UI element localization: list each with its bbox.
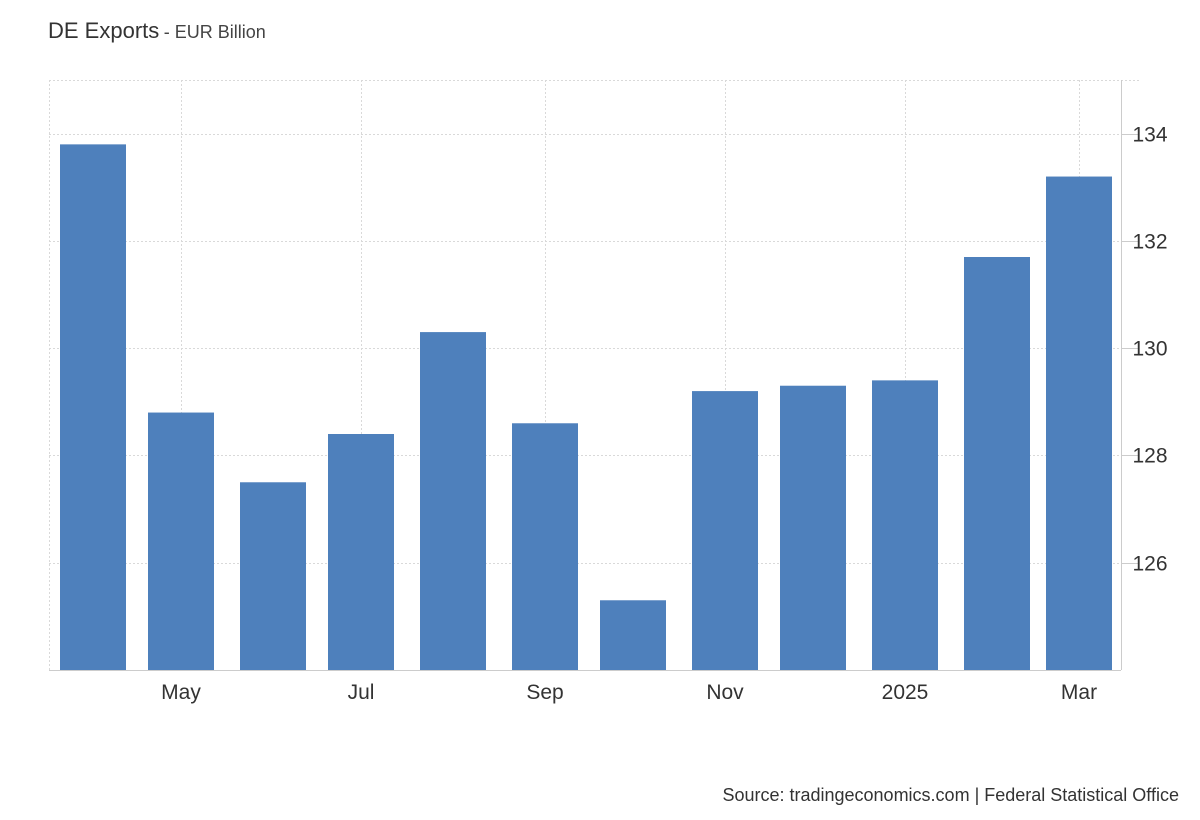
x-tick-label: Jul — [348, 681, 375, 704]
y-tick-label: 134 — [1132, 124, 1167, 147]
source-note: Source: tradingeconomics.com | Federal S… — [722, 785, 1179, 805]
bar-jun-2024 — [240, 482, 306, 670]
bar-aug-2024 — [420, 332, 486, 670]
bar-mar-2025 — [1046, 176, 1112, 670]
chart-title: DE Exports — [48, 18, 160, 43]
bar-jul-2024 — [328, 434, 394, 670]
y-tick-label: 130 — [1132, 338, 1167, 361]
x-tick-label: May — [161, 681, 201, 704]
y-tick-label: 128 — [1132, 445, 1167, 468]
y-tick-label: 126 — [1132, 553, 1167, 576]
bar-oct-2024 — [600, 600, 666, 670]
chart-title-block: DE Exports - EUR Billion — [48, 18, 266, 44]
bar-nov-2024 — [692, 391, 758, 670]
x-tick-label: Sep — [526, 681, 563, 704]
bar-may-2024 — [148, 412, 214, 670]
chart-subtitle: - EUR Billion — [163, 22, 266, 42]
bar-feb-2025 — [964, 257, 1030, 670]
x-tick-label: Nov — [706, 681, 744, 704]
x-tick-label: Mar — [1061, 681, 1097, 704]
x-tick-label: 2025 — [882, 681, 929, 704]
y-tick-label: 132 — [1132, 231, 1167, 254]
bar-jan-2025 — [872, 380, 938, 670]
bar-dec-2024 — [780, 385, 846, 670]
bar-sep-2024 — [512, 423, 578, 670]
bar-apr-2024 — [60, 144, 126, 670]
